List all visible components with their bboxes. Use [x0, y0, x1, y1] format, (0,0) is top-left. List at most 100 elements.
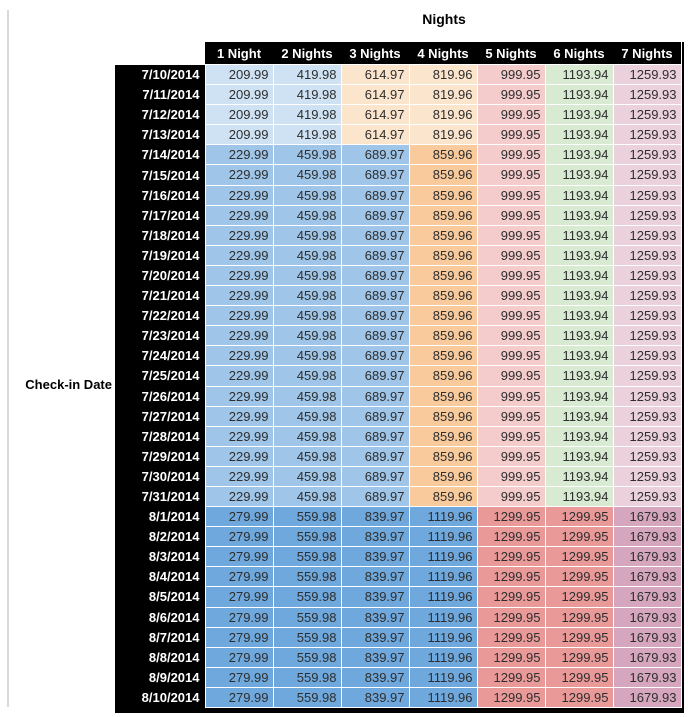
price-cell[interactable]: 229.99 — [204, 325, 274, 347]
price-cell[interactable]: 1193.94 — [544, 224, 614, 246]
price-cell[interactable]: 1193.94 — [544, 244, 614, 266]
price-cell[interactable]: 459.98 — [272, 164, 342, 186]
price-cell[interactable]: 229.99 — [204, 425, 274, 447]
price-cell[interactable]: 229.99 — [204, 164, 274, 186]
price-cell[interactable]: 459.98 — [272, 244, 342, 266]
price-cell[interactable]: 229.99 — [204, 405, 274, 427]
price-cell[interactable]: 999.95 — [476, 305, 546, 327]
price-cell[interactable]: 1193.94 — [544, 124, 614, 146]
price-cell[interactable]: 1259.93 — [612, 63, 682, 86]
price-cell[interactable]: 209.99 — [204, 124, 274, 146]
price-cell[interactable]: 559.98 — [272, 566, 342, 588]
price-cell[interactable]: 689.97 — [340, 425, 410, 447]
row-header-date[interactable]: 7/19/2014 — [115, 245, 205, 266]
price-cell[interactable]: 1193.94 — [544, 204, 614, 226]
price-cell[interactable]: 1119.96 — [408, 506, 478, 528]
price-cell[interactable]: 1299.95 — [544, 606, 614, 628]
price-cell[interactable]: 419.98 — [272, 104, 342, 126]
price-cell[interactable]: 999.95 — [476, 144, 546, 166]
row-header-date[interactable]: 7/21/2014 — [115, 285, 205, 306]
price-cell[interactable]: 1259.93 — [612, 144, 682, 166]
price-cell[interactable]: 999.95 — [476, 425, 546, 447]
price-cell[interactable]: 1299.95 — [476, 646, 546, 668]
column-header[interactable]: 2 Nights — [273, 42, 341, 65]
price-cell[interactable]: 999.95 — [476, 285, 546, 307]
price-cell[interactable]: 1193.94 — [544, 385, 614, 407]
price-cell[interactable]: 1193.94 — [544, 264, 614, 287]
price-cell[interactable]: 689.97 — [340, 285, 410, 307]
price-cell[interactable]: 1259.93 — [612, 425, 682, 447]
price-cell[interactable]: 1259.93 — [612, 224, 682, 246]
price-cell[interactable]: 559.98 — [272, 626, 342, 648]
column-header[interactable]: 1 Night — [205, 42, 273, 65]
price-cell[interactable]: 1193.94 — [544, 445, 614, 467]
price-cell[interactable]: 614.97 — [340, 124, 410, 146]
price-cell[interactable]: 279.99 — [204, 526, 274, 548]
price-cell[interactable]: 559.98 — [272, 586, 342, 608]
price-cell[interactable]: 859.96 — [408, 224, 478, 246]
price-cell[interactable]: 999.95 — [476, 465, 546, 487]
price-cell[interactable]: 1299.95 — [476, 526, 546, 548]
price-cell[interactable]: 689.97 — [340, 325, 410, 347]
price-cell[interactable]: 459.98 — [272, 204, 342, 226]
price-cell[interactable]: 839.97 — [340, 546, 410, 568]
price-cell[interactable]: 1259.93 — [612, 104, 682, 126]
price-cell[interactable]: 459.98 — [272, 144, 342, 166]
price-cell[interactable]: 1679.93 — [612, 606, 682, 628]
price-cell[interactable]: 859.96 — [408, 385, 478, 407]
price-cell[interactable]: 1259.93 — [612, 345, 682, 367]
price-cell[interactable]: 859.96 — [408, 345, 478, 367]
price-cell[interactable]: 229.99 — [204, 385, 274, 407]
price-cell[interactable]: 1259.93 — [612, 184, 682, 206]
price-cell[interactable]: 459.98 — [272, 445, 342, 467]
price-cell[interactable]: 1193.94 — [544, 285, 614, 307]
price-cell[interactable]: 614.97 — [340, 104, 410, 126]
price-cell[interactable]: 689.97 — [340, 204, 410, 226]
price-cell[interactable]: 859.96 — [408, 184, 478, 206]
price-cell[interactable]: 1259.93 — [612, 485, 682, 508]
price-cell[interactable]: 1193.94 — [544, 104, 614, 126]
price-cell[interactable]: 229.99 — [204, 465, 274, 487]
price-cell[interactable]: 689.97 — [340, 264, 410, 287]
row-header-date[interactable]: 7/27/2014 — [115, 406, 205, 427]
price-cell[interactable]: 1119.96 — [408, 626, 478, 648]
price-cell[interactable]: 689.97 — [340, 445, 410, 467]
price-cell[interactable]: 279.99 — [204, 666, 274, 688]
price-cell[interactable]: 1193.94 — [544, 425, 614, 447]
price-cell[interactable]: 999.95 — [476, 365, 546, 387]
price-cell[interactable]: 419.98 — [272, 84, 342, 106]
price-cell[interactable]: 559.98 — [272, 546, 342, 568]
price-cell[interactable]: 819.96 — [408, 124, 478, 146]
price-cell[interactable]: 1259.93 — [612, 285, 682, 307]
price-cell[interactable]: 1119.96 — [408, 566, 478, 588]
price-cell[interactable]: 1679.93 — [612, 506, 682, 528]
price-cell[interactable]: 1119.96 — [408, 666, 478, 688]
price-cell[interactable]: 1679.93 — [612, 546, 682, 568]
price-cell[interactable]: 1299.95 — [544, 566, 614, 588]
price-cell[interactable]: 999.95 — [476, 204, 546, 226]
price-cell[interactable]: 1299.95 — [476, 686, 546, 709]
price-cell[interactable]: 459.98 — [272, 465, 342, 487]
price-cell[interactable]: 999.95 — [476, 244, 546, 266]
column-header[interactable]: 5 Nights — [477, 42, 545, 65]
price-cell[interactable]: 689.97 — [340, 224, 410, 246]
price-cell[interactable]: 839.97 — [340, 686, 410, 709]
price-cell[interactable]: 459.98 — [272, 425, 342, 447]
price-cell[interactable]: 839.97 — [340, 526, 410, 548]
price-cell[interactable]: 1193.94 — [544, 164, 614, 186]
price-cell[interactable]: 839.97 — [340, 646, 410, 668]
price-cell[interactable]: 1259.93 — [612, 204, 682, 226]
row-header-date[interactable]: 7/24/2014 — [115, 345, 205, 366]
price-cell[interactable]: 1299.95 — [476, 506, 546, 528]
column-header[interactable]: 4 Nights — [409, 42, 477, 65]
price-cell[interactable]: 999.95 — [476, 164, 546, 186]
price-cell[interactable]: 689.97 — [340, 244, 410, 266]
price-cell[interactable]: 1193.94 — [544, 184, 614, 206]
price-cell[interactable]: 999.95 — [476, 224, 546, 246]
price-cell[interactable]: 559.98 — [272, 686, 342, 709]
price-cell[interactable]: 1119.96 — [408, 646, 478, 668]
price-cell[interactable]: 1299.95 — [476, 666, 546, 688]
price-cell[interactable]: 999.95 — [476, 63, 546, 86]
price-cell[interactable]: 419.98 — [272, 63, 342, 86]
row-header-date[interactable]: 8/10/2014 — [115, 687, 205, 708]
